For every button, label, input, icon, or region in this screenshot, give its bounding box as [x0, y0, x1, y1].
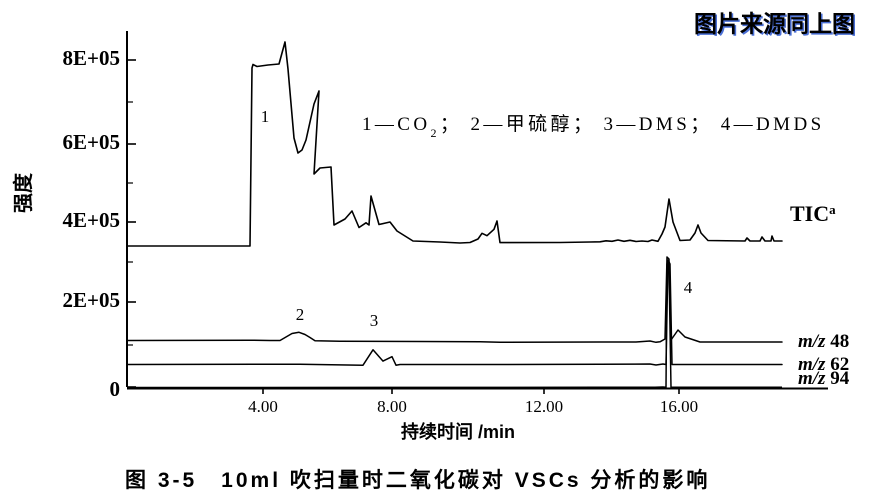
- svg-text:图 3-5 10ml 吹扫量时二氧化碳对 VSCs 分析的影: 图 3-5 10ml 吹扫量时二氧化碳对 VSCs 分析的影响: [125, 468, 710, 492]
- svg-text:8.00: 8.00: [377, 397, 407, 416]
- svg-text:强度: 强度: [11, 172, 35, 213]
- svg-text:2E+05: 2E+05: [63, 288, 120, 312]
- svg-text:12.00: 12.00: [525, 397, 563, 416]
- svg-text:0: 0: [110, 377, 121, 401]
- svg-text:4E+05: 4E+05: [63, 208, 120, 232]
- svg-text:m/z 94: m/z 94: [798, 368, 850, 389]
- svg-text:2: 2: [296, 305, 305, 324]
- svg-text:4.00: 4.00: [248, 397, 278, 416]
- svg-text:8E+05: 8E+05: [63, 46, 120, 70]
- svg-text:1: 1: [261, 107, 270, 126]
- svg-text:图片来源同上图: 图片来源同上图: [694, 11, 855, 37]
- svg-text:持续时间 /min: 持续时间 /min: [401, 421, 515, 442]
- svg-text:TICa: TICa: [790, 201, 836, 226]
- svg-text:16.00: 16.00: [660, 397, 698, 416]
- svg-text:m/z 48: m/z 48: [798, 331, 849, 352]
- svg-text:6E+05: 6E+05: [63, 130, 120, 154]
- svg-text:1—CO2； 2—甲硫醇； 3—DMS； 4—DMDS: 1—CO2； 2—甲硫醇； 3—DMS； 4—DMDS: [362, 113, 825, 140]
- svg-text:4: 4: [684, 278, 693, 297]
- svg-text:3: 3: [370, 311, 379, 330]
